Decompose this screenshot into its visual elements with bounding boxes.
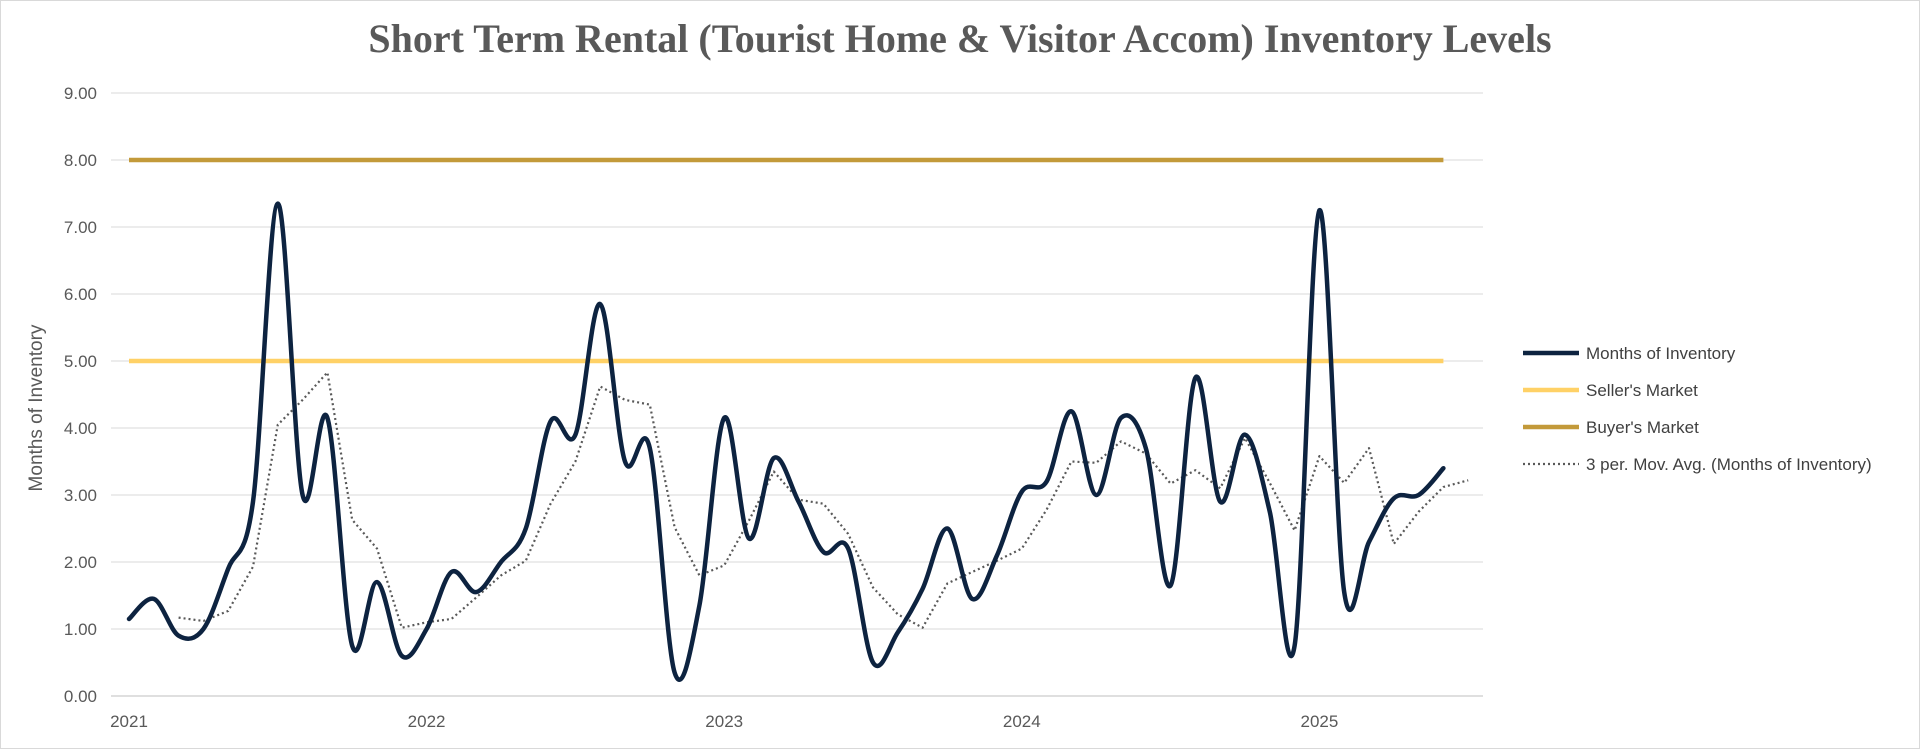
gridlines <box>111 92 1483 697</box>
y-tick-label: 6.00 <box>64 285 97 304</box>
y-tick-label: 1.00 <box>64 620 97 639</box>
y-tick-label: 5.00 <box>64 352 97 371</box>
y-tick-label: 9.00 <box>64 84 97 103</box>
series-line-months-of-inventory <box>126 201 1446 682</box>
series-lines <box>126 157 1469 682</box>
x-tick-label: 2021 <box>110 712 148 731</box>
x-tick-label: 2024 <box>1003 712 1041 731</box>
y-tick-label: 0.00 <box>64 687 97 706</box>
chart-title: Short Term Rental (Tourist Home & Visito… <box>368 16 1552 61</box>
x-axis-ticks: 2021 2022 2023 2024 2025 <box>110 712 1338 731</box>
y-tick-label: 8.00 <box>64 151 97 170</box>
y-tick-label: 3.00 <box>64 486 97 505</box>
legend-label: Buyer's Market <box>1586 418 1699 437</box>
x-tick-label: 2022 <box>408 712 446 731</box>
legend-label: Months of Inventory <box>1586 344 1736 363</box>
y-tick-label: 4.00 <box>64 419 97 438</box>
legend: Months of Inventory Seller's Market Buyer'… <box>1523 344 1872 474</box>
y-axis-ticks: 0.00 1.00 2.00 3.00 4.00 5.00 6.00 7.00 8.00 9.00 <box>64 84 97 706</box>
y-axis-title: Months of Inventory <box>26 324 47 491</box>
x-tick-label: 2025 <box>1300 712 1338 731</box>
y-tick-label: 7.00 <box>64 218 97 237</box>
legend-label: Seller's Market <box>1586 381 1698 400</box>
legend-label: 3 per. Mov. Avg. (Months of Inventory) <box>1586 455 1872 474</box>
x-tick-label: 2023 <box>705 712 743 731</box>
y-tick-label: 2.00 <box>64 553 97 572</box>
